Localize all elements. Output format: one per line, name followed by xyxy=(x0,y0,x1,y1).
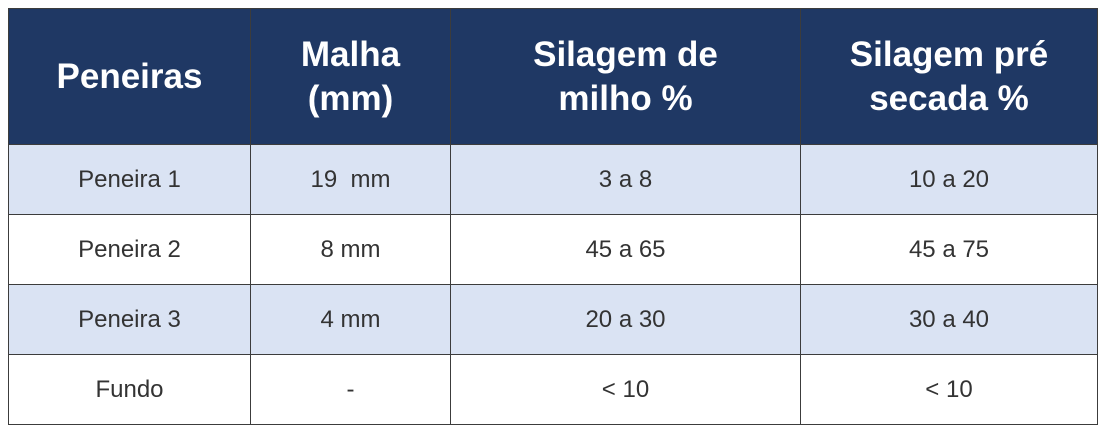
sieve-table: Peneiras Malha (mm) Silagem de milho % Silage… xyxy=(8,8,1098,425)
table-cell: 4 mm xyxy=(250,284,451,355)
table-cell: 3 a 8 xyxy=(450,144,801,215)
table-cell: 30 a 40 xyxy=(800,284,1098,355)
table-cell: Fundo xyxy=(8,354,251,425)
header-row: Peneiras Malha (mm) Silagem de milho % Silage… xyxy=(8,8,1098,145)
header-cell: Silagem de milho % xyxy=(450,8,801,145)
table-cell: 10 a 20 xyxy=(800,144,1098,215)
table-cell: Peneira 3 xyxy=(8,284,251,355)
table-cell: 45 a 65 xyxy=(450,214,801,285)
header-text: milho % xyxy=(558,78,693,118)
header-cell: Silagem pré secada % xyxy=(800,8,1098,145)
header-text: (mm) xyxy=(307,78,394,118)
header-cell: Peneiras xyxy=(8,8,251,145)
table-cell: < 10 xyxy=(800,354,1098,425)
table-row: Peneira 1 19 mm 3 a 8 10 a 20 xyxy=(8,144,1098,215)
table-cell: 20 a 30 xyxy=(450,284,801,355)
table-cell: Peneira 1 xyxy=(8,144,251,215)
table-cell: - xyxy=(250,354,451,425)
table-cell: < 10 xyxy=(450,354,801,425)
table-cell: Peneira 2 xyxy=(8,214,251,285)
header-text: Silagem de xyxy=(533,34,718,74)
header-text: Silagem pré xyxy=(849,34,1049,74)
header-cell: Malha (mm) xyxy=(250,8,451,145)
table-header: Peneiras Malha (mm) Silagem de milho % Silage… xyxy=(8,8,1098,145)
header-text: secada % xyxy=(869,78,1029,118)
table-row: Fundo - < 10 < 10 xyxy=(8,354,1098,425)
header-text: Malha xyxy=(300,34,401,74)
table-cell: 8 mm xyxy=(250,214,451,285)
table-cell: 45 a 75 xyxy=(800,214,1098,285)
header-text: Peneiras xyxy=(56,56,203,96)
table-cell: 19 mm xyxy=(250,144,451,215)
